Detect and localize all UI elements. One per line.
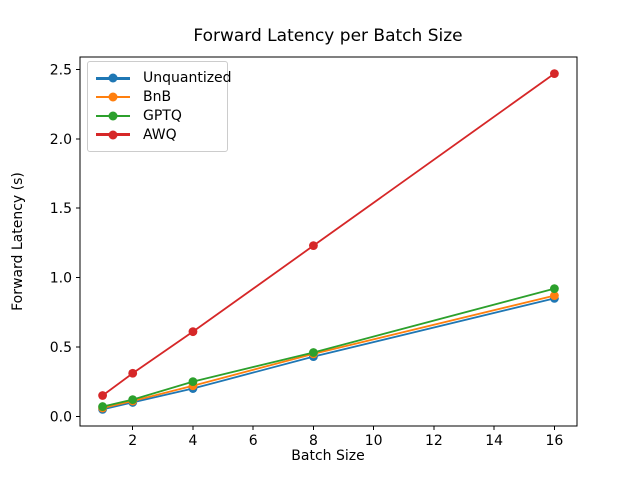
y-tick-label: 0.5 [50, 340, 72, 356]
series-marker-awq [309, 241, 318, 251]
series-marker-gptq [98, 402, 107, 411]
series-marker-awq [128, 368, 138, 378]
x-tick-label: 2 [128, 433, 137, 449]
legend-item-unquantized: Unquantized [96, 69, 232, 88]
x-tick-label: 8 [309, 433, 318, 449]
x-axis-ticks: 2 4 6 8 10 12 14 16 [128, 426, 563, 449]
x-tick-label: 10 [365, 433, 383, 449]
legend-item-gptq: GPTQ [96, 107, 217, 126]
series-marker-awq [98, 391, 107, 400]
y-tick-label: 1.0 [50, 271, 72, 287]
legend-item-awq: AWQ [96, 125, 217, 144]
legend-label: GPTQ [143, 107, 182, 124]
x-tick-label: 6 [249, 433, 258, 449]
y-axis-label: Forward Latency (s) [10, 172, 26, 311]
legend-box: Unquantized BnB GPTQ AWQ [87, 61, 232, 152]
legend-line-icon [96, 111, 130, 121]
legend-line-icon [96, 130, 130, 140]
series-line-unquantized [102, 297, 555, 411]
series-marker-gptq [309, 348, 318, 357]
x-tick-label: 14 [485, 433, 503, 449]
y-tick-label: 0.0 [50, 409, 72, 425]
y-tick-label: 1.5 [50, 201, 72, 217]
legend-dot-icon [108, 130, 118, 140]
x-tick-label: 4 [188, 433, 197, 449]
x-axis-label: Batch Size [291, 448, 364, 464]
series-marker-gptq [128, 395, 138, 405]
y-axis-ticks: 0.0 0.5 1.0 1.5 2.0 2.5 [50, 62, 80, 425]
legend-line-icon [96, 73, 130, 83]
y-tick-label: 2.5 [50, 62, 72, 78]
legend-line-icon [96, 92, 130, 102]
y-tick-label: 2.0 [50, 132, 72, 148]
legend-dot-icon [108, 111, 118, 121]
legend-item-bnb: BnB [96, 88, 217, 107]
legend-dot-icon [108, 92, 118, 102]
series-marker-gptq [550, 284, 559, 294]
series-group [98, 69, 559, 414]
series-marker-awq [550, 69, 559, 79]
chart-title: Forward Latency per Batch Size [193, 26, 462, 46]
legend-label: Unquantized [143, 70, 232, 87]
series-marker-gptq [188, 377, 198, 387]
x-tick-label: 12 [425, 433, 443, 449]
series-marker-awq [188, 327, 198, 337]
legend-label: BnB [143, 89, 172, 106]
series-marker-bnb [550, 291, 559, 301]
legend-label: AWQ [143, 126, 177, 143]
x-tick-label: 16 [545, 433, 563, 449]
legend-dot-icon [108, 73, 118, 83]
plot-frame [79, 56, 578, 427]
series-line-bnb [102, 294, 555, 409]
